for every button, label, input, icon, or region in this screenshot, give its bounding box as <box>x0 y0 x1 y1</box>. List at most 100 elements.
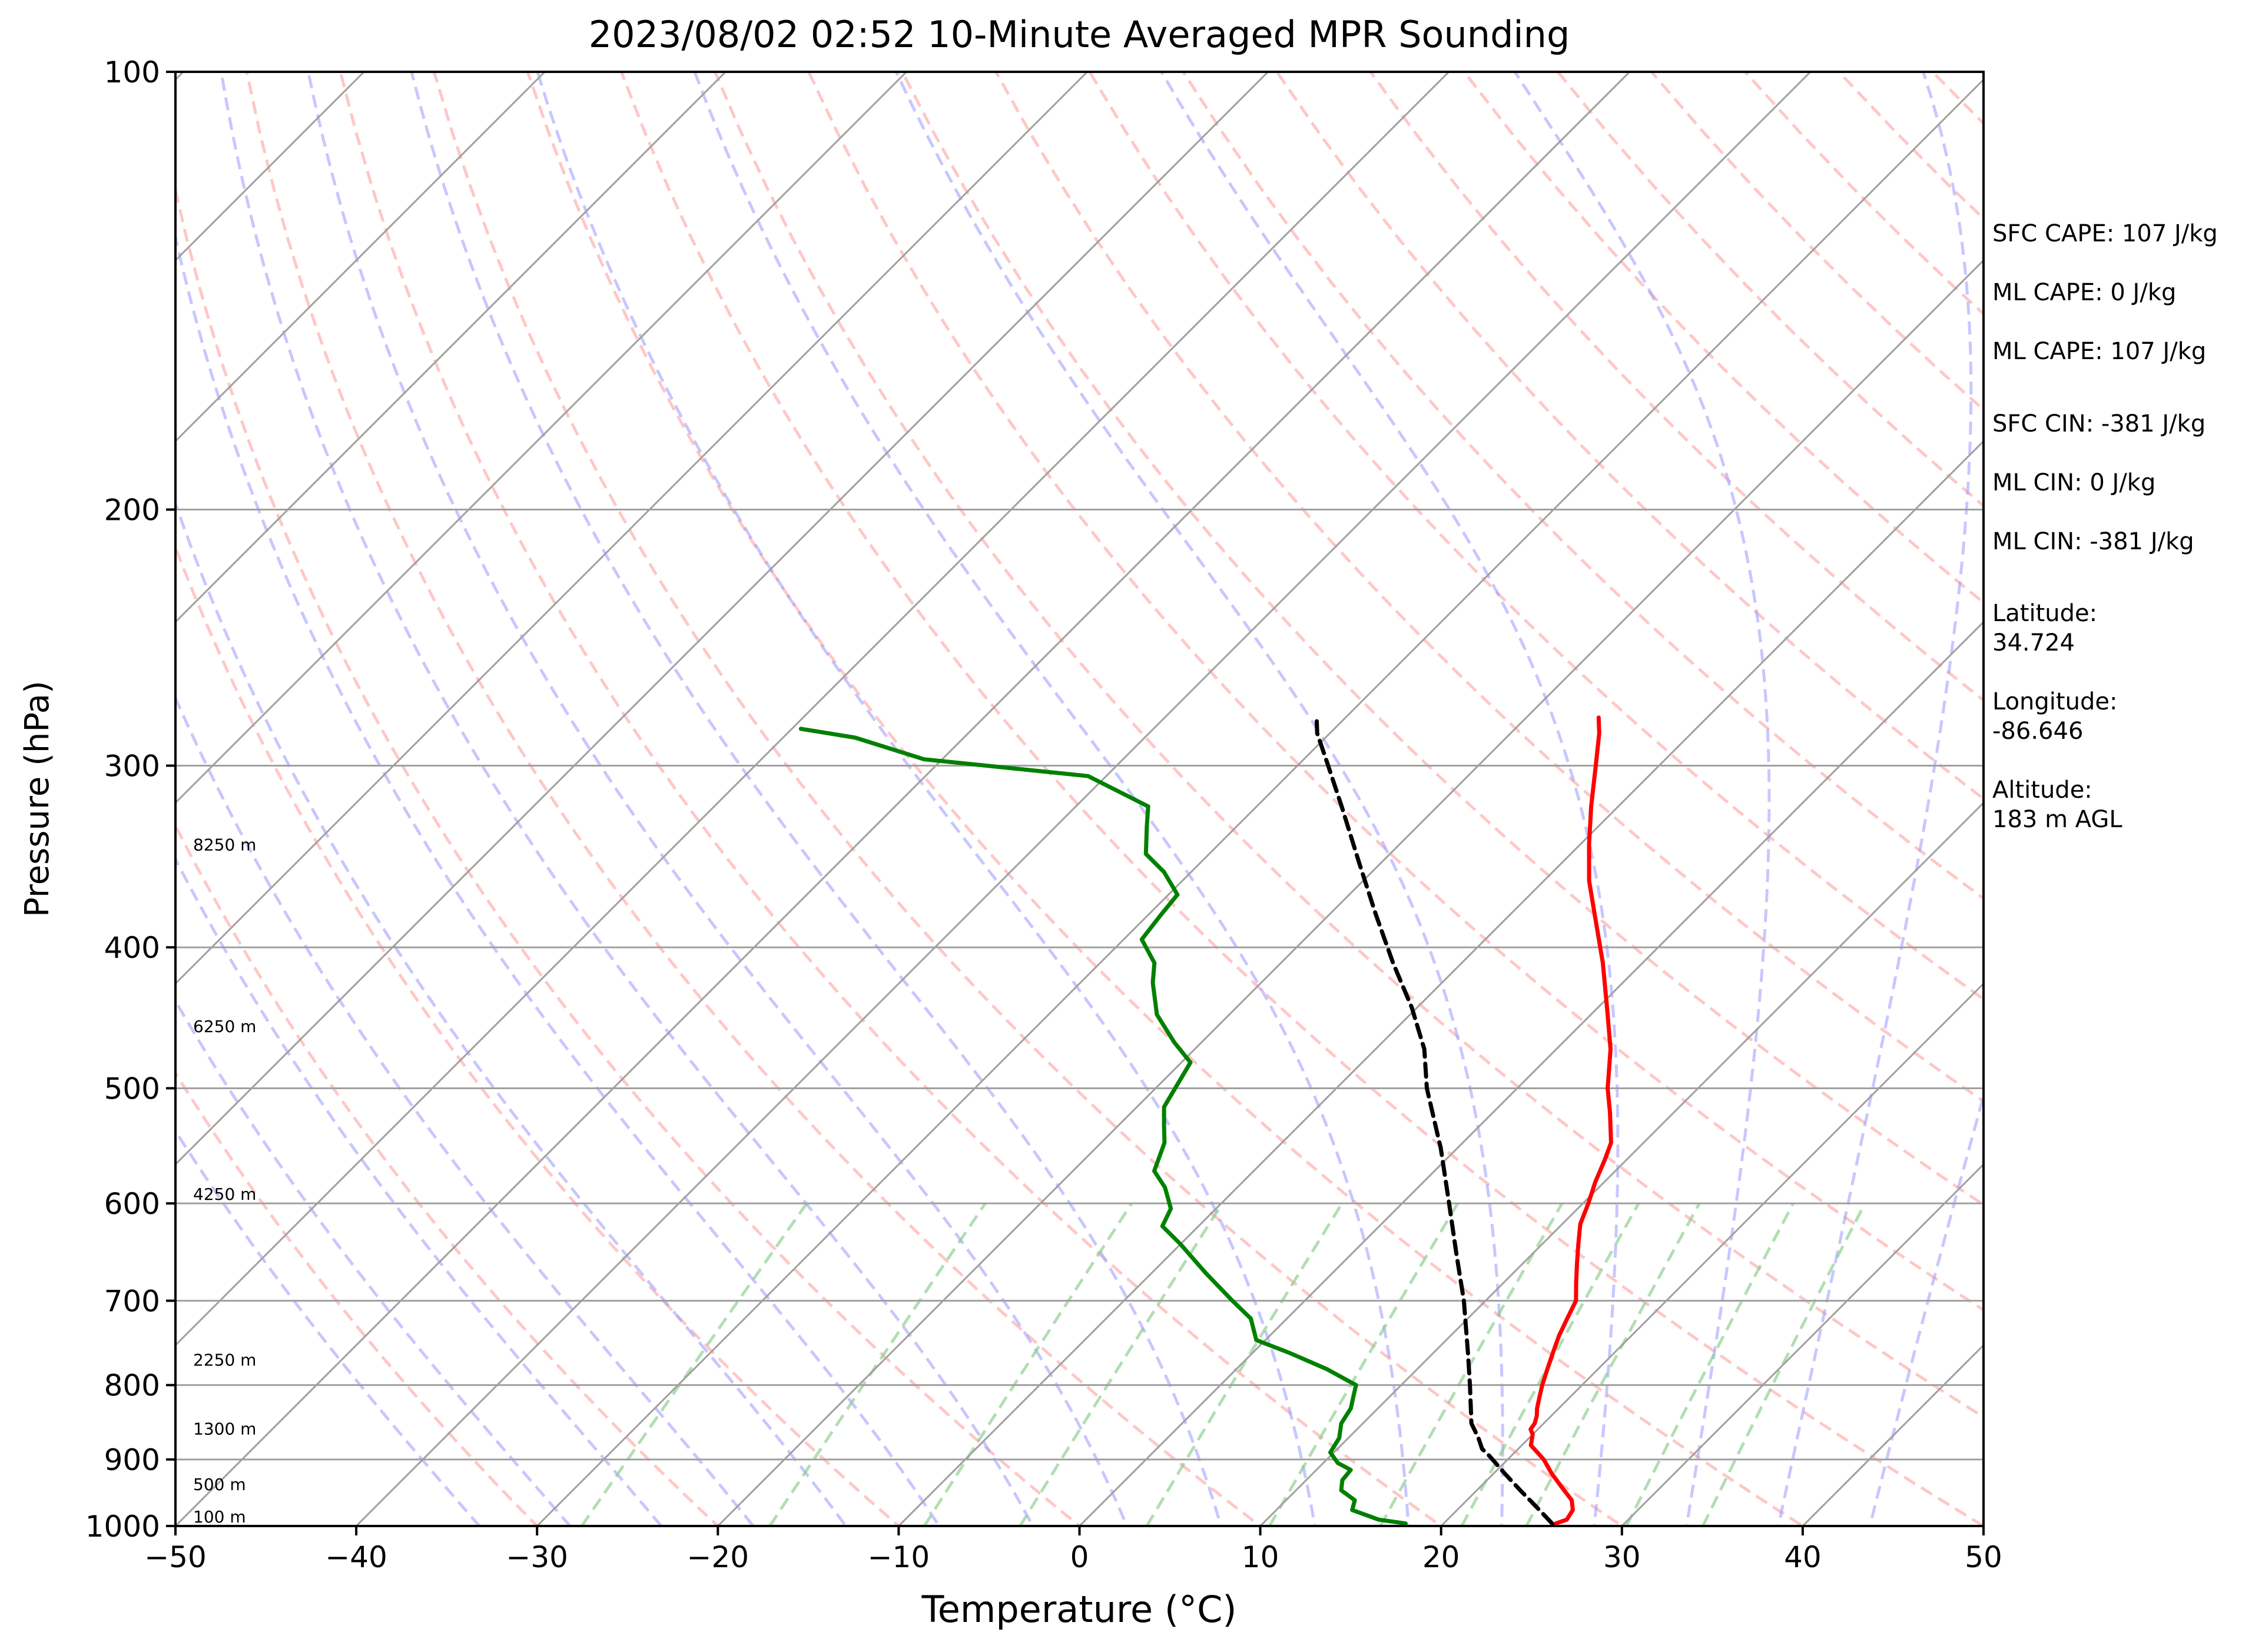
dry-adiabat <box>619 72 1984 1526</box>
plot-frame <box>174 71 1985 1527</box>
annotation-ml-cin-2: ML CIN: -381 J/kg <box>1992 528 2194 555</box>
annotation-sfc-cape: SFC CAPE: 107 J/kg <box>1992 220 2218 247</box>
dry-adiabat <box>245 72 1263 1526</box>
isotherm <box>175 72 1631 1526</box>
dry-adiabat <box>1275 72 1984 801</box>
height-label: 8250 m <box>193 835 256 854</box>
height-label: 1300 m <box>193 1419 256 1439</box>
moist-adiabat <box>175 998 572 1526</box>
x-tick-label: 0 <box>1070 1540 1089 1574</box>
temperature-profile <box>1528 715 1613 1526</box>
y-tick-label: 800 <box>104 1369 160 1403</box>
moist-adiabat <box>1777 72 1973 1526</box>
annotation-altitude-value: 183 m AGL <box>1992 806 2122 833</box>
y-tick-label: 200 <box>104 493 160 528</box>
height-label: 100 m <box>193 1507 246 1527</box>
x-tick-label: 10 <box>1242 1540 1279 1574</box>
x-tick-label: −40 <box>325 1540 387 1574</box>
moist-adiabat <box>536 72 1316 1526</box>
isotherm <box>1620 1163 1984 1526</box>
y-axis-label: Pressure (hPa) <box>18 681 57 917</box>
moist-adiabat <box>1868 1090 1984 1526</box>
axes: −50 −40 −30 −20 −10 0 10 20 30 40 50 100 200 300 400 50… <box>85 55 2002 1574</box>
height-label: 2250 m <box>193 1350 256 1369</box>
x-tick-label: 20 <box>1422 1540 1460 1574</box>
annotation-sfc-cin: SFC CIN: -381 J/kg <box>1992 410 2205 437</box>
profile-lines <box>798 715 1613 1526</box>
y-tick-label: 400 <box>104 931 160 965</box>
x-axis-label: Temperature (°C) <box>921 1588 1236 1631</box>
isotherm <box>1078 621 1984 1526</box>
annotation-ml-cape-1: ML CAPE: 0 J/kg <box>1992 279 2176 306</box>
grid-lines <box>175 72 1984 1526</box>
mixing-ratio-line <box>1525 1202 1701 1526</box>
x-tick-label: −30 <box>506 1540 568 1574</box>
dry-adiabat <box>1182 72 1984 900</box>
isotherm <box>175 72 907 804</box>
y-tick-label: 300 <box>104 749 160 783</box>
moist-adiabat <box>1160 72 1620 1526</box>
height-label: 6250 m <box>193 1017 256 1036</box>
isotherm <box>1259 801 1984 1526</box>
moist-adiabat <box>894 72 1504 1526</box>
moist-adiabat <box>307 72 1129 1526</box>
annotation-latitude-value: 34.724 <box>1992 629 2075 656</box>
moist-adiabat <box>175 1128 482 1526</box>
x-tick-label: −50 <box>144 1540 207 1574</box>
mixing-ratio-line <box>581 1202 808 1526</box>
moist-adiabat <box>175 694 755 1526</box>
x-tick-label: 30 <box>1603 1540 1641 1574</box>
annotation-panel: SFC CAPE: 107 J/kg ML CAPE: 0 J/kg ML CA… <box>1992 220 2218 833</box>
annotation-ml-cape-2: ML CAPE: 107 J/kg <box>1992 338 2206 365</box>
moist-adiabat <box>175 230 941 1526</box>
isotherm <box>717 259 1984 1526</box>
annotation-longitude-value: -86.646 <box>1992 718 2083 745</box>
mixing-ratio-line <box>1268 1202 1460 1526</box>
mixing-ratio-line <box>1625 1202 1795 1526</box>
isotherm <box>175 72 1450 1347</box>
isotherm <box>175 72 1269 1166</box>
dry-adiabat <box>901 72 1984 1207</box>
dry-adiabat <box>175 183 1082 1526</box>
y-tick-label: 1000 <box>85 1510 160 1544</box>
isotherm <box>897 440 1984 1526</box>
isotherm <box>175 72 546 443</box>
dry-adiabat <box>994 72 1984 1103</box>
isotherm <box>354 72 1812 1526</box>
dry-adiabat <box>714 72 1984 1419</box>
height-label: 500 m <box>193 1475 246 1494</box>
mixing-ratio-line <box>1019 1202 1224 1526</box>
moist-adiabat <box>693 72 1410 1526</box>
dry-adiabat <box>339 72 1444 1526</box>
dry-adiabat <box>526 72 1806 1526</box>
moist-adiabat <box>1513 72 1771 1526</box>
x-tick-label: −10 <box>868 1540 930 1574</box>
moist-adiabat <box>220 72 1035 1526</box>
dry-adiabat <box>175 822 720 1526</box>
mixing-ratio-line <box>1702 1202 1866 1526</box>
moist-adiabat <box>175 855 664 1526</box>
mixing-ratio-line <box>768 1202 987 1526</box>
x-tick-label: −20 <box>687 1540 749 1574</box>
moist-adiabat <box>175 499 848 1526</box>
y-tick-label: 100 <box>104 55 160 89</box>
isotherm <box>175 72 727 623</box>
y-tick-label: 700 <box>104 1284 160 1318</box>
isotherm <box>175 72 1088 985</box>
annotation-ml-cin-1: ML CIN: 0 J/kg <box>1992 469 2155 496</box>
mixing-ratio-line <box>923 1202 1133 1526</box>
moist-adiabat <box>410 72 1223 1526</box>
annotation-longitude-label: Longitude: <box>1992 688 2117 715</box>
y-tick-label: 500 <box>104 1072 160 1106</box>
x-tick-label: 50 <box>1965 1540 2002 1574</box>
annotation-altitude-label: Altitude: <box>1992 777 2092 804</box>
height-labels: 100 m 500 m 1300 m 2250 m 4250 m 6250 m 8250 m <box>193 835 256 1527</box>
isotherm <box>536 78 1984 1526</box>
dry-adiabat <box>432 72 1625 1526</box>
isotherm <box>1440 982 1984 1526</box>
y-tick-label: 900 <box>104 1443 160 1477</box>
y-tick-label: 600 <box>104 1187 160 1221</box>
dewpoint-profile <box>798 727 1408 1526</box>
dry-adiabat <box>175 1070 539 1526</box>
